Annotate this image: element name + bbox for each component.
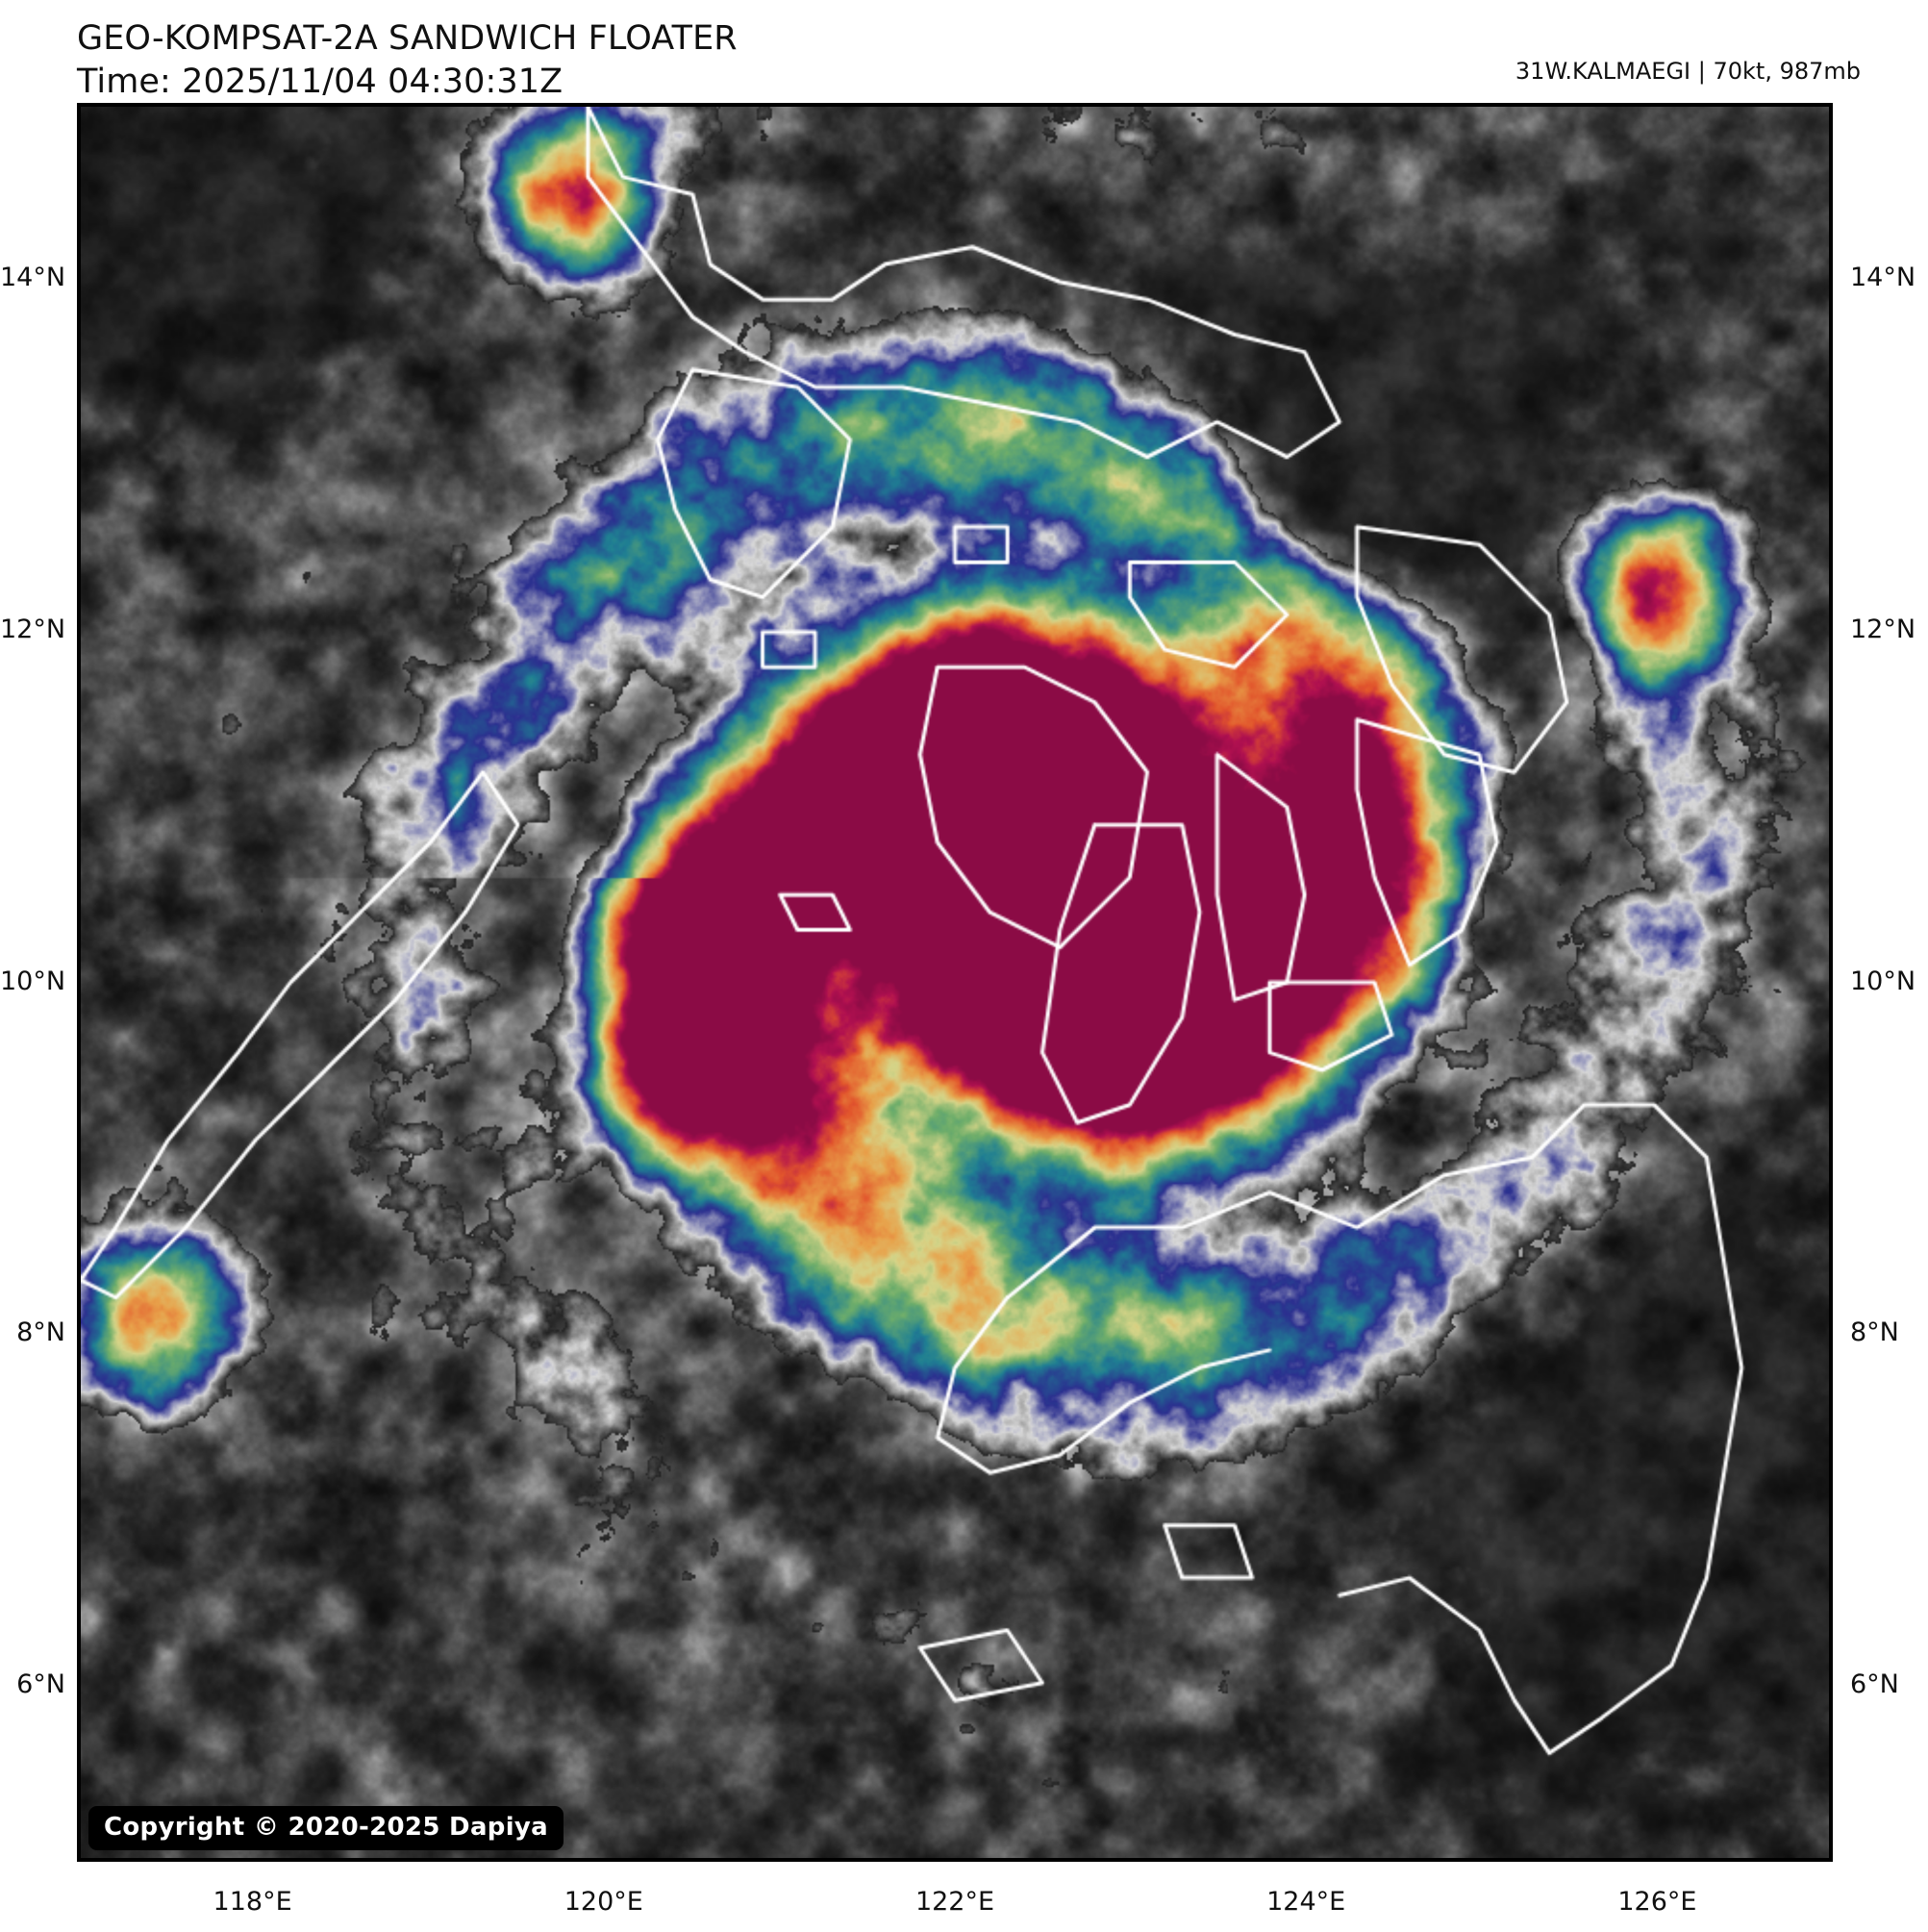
lon-tick-label: 126°E [1617, 1887, 1697, 1917]
copyright-badge: Copyright © 2020-2025 Dapiya [88, 1806, 564, 1850]
lat-tick-label-right: 10°N [1850, 966, 1916, 996]
sandwich-imagery-canvas[interactable] [81, 107, 1829, 1858]
lon-tick-label: 118°E [213, 1887, 292, 1917]
satellite-image-plot[interactable]: Copyright © 2020-2025 Dapiya [77, 103, 1833, 1862]
lat-tick-label-right: 12°N [1850, 614, 1916, 644]
lat-tick-label-left: 14°N [0, 262, 66, 292]
lat-tick-label-right: 14°N [1850, 262, 1916, 292]
lon-tick-label: 122°E [914, 1887, 995, 1917]
lat-tick-label-left: 8°N [16, 1317, 65, 1348]
lat-tick-label-left: 10°N [0, 966, 66, 996]
lon-tick-label: 120°E [563, 1887, 643, 1917]
timestamp-line: Time: 2025/11/04 04:30:31Z [77, 62, 563, 101]
lat-tick-label-left: 12°N [0, 614, 66, 644]
lat-tick-label-right: 6°N [1850, 1669, 1899, 1700]
storm-info-label: 31W.KALMAEGI | 70kt, 987mb [1515, 58, 1861, 85]
lat-tick-label-left: 6°N [16, 1669, 65, 1700]
lat-tick-label-right: 8°N [1850, 1317, 1899, 1348]
header-left-block: GEO-KOMPSAT-2A SANDWICH FLOATER Time: 20… [77, 17, 1135, 104]
page-title: GEO-KOMPSAT-2A SANDWICH FLOATER [77, 19, 738, 58]
lon-tick-label: 124°E [1266, 1887, 1346, 1917]
